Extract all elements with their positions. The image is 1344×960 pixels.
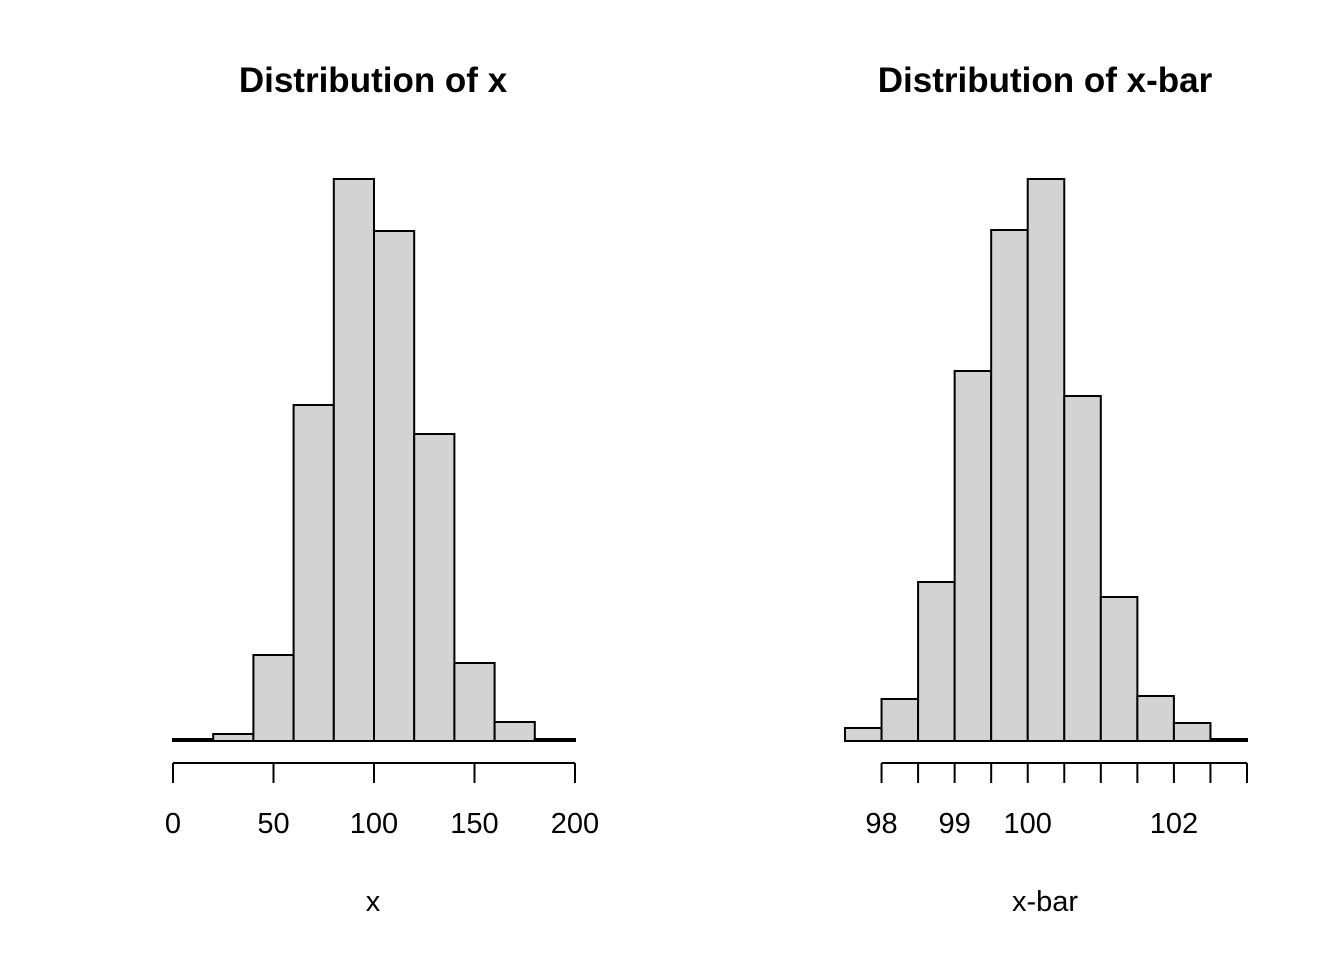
x-tick-label: 102 [1150,808,1198,840]
x-axis: 0 50 100 150 200 [165,762,599,840]
bars-group [172,178,576,742]
x-tick-label: 100 [1004,808,1052,840]
x-axis-label: x [366,886,381,918]
histogram-bar [212,733,255,742]
x-tick-label: 100 [350,808,398,840]
histogram-bar [332,178,375,742]
histogram-bar [1209,738,1249,742]
x-tick-label: 50 [257,808,289,840]
histogram-bar [172,738,215,742]
histogram-bar [453,662,496,742]
histogram-bar [292,404,335,742]
histogram-bar [1172,722,1212,742]
histogram-bar [953,370,993,742]
panel-distribution-x-bar: Distribution of x-bar 98 99 100 102 x-bar [844,61,1249,918]
chart-title: Distribution of x [239,61,508,100]
x-tick-label: 98 [865,808,897,840]
histogram-bar [1063,395,1102,742]
x-axis-label: x-bar [1012,886,1078,918]
histogram-bar [844,727,883,742]
histogram-bar [880,698,920,742]
bars-group [844,178,1249,742]
x-tick-label: 150 [450,808,498,840]
histogram-bar [413,433,456,742]
panel-distribution-x: Distribution of x 0 50 100 150 200 x [165,61,599,918]
x-tick-label: 0 [165,808,181,840]
histogram-bar [990,229,1029,742]
x-tick-label: 99 [939,808,971,840]
histogram-bar [1099,596,1139,742]
histogram-bar [1026,178,1066,742]
x-axis: 98 99 100 102 [865,762,1248,840]
histogram-bar [917,581,956,742]
histogram-bar [533,738,576,742]
histogram-bar [373,230,416,742]
histogram-bar [252,654,295,742]
histogram-bar [493,721,536,742]
x-tick-label: 200 [551,808,599,840]
chart-title: Distribution of x-bar [878,61,1213,100]
histogram-bar [1136,695,1175,742]
